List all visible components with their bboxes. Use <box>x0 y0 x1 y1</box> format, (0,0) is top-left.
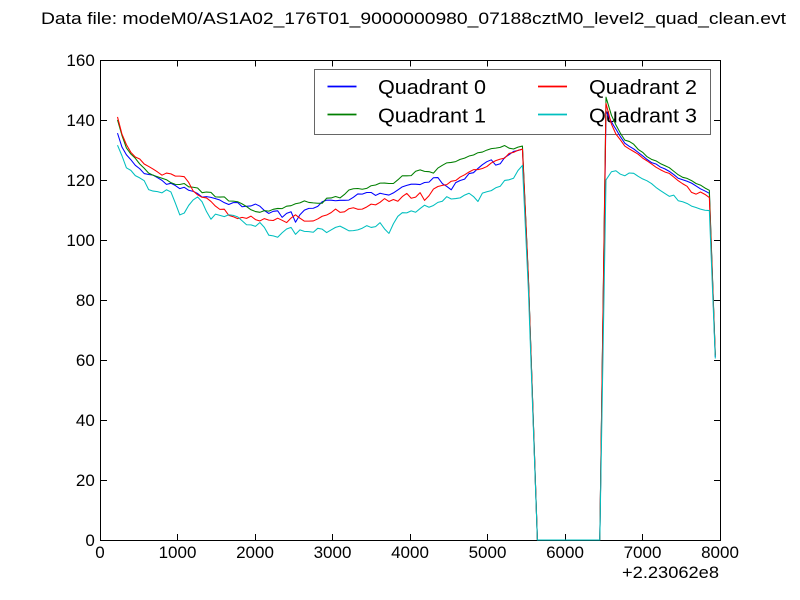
svg-text:Quadrant 1: Quadrant 1 <box>378 105 486 127</box>
svg-text:160: 160 <box>66 51 94 70</box>
svg-text:Quadrant 2: Quadrant 2 <box>589 77 697 99</box>
svg-text:6000: 6000 <box>546 543 584 562</box>
svg-text:Quadrant 3: Quadrant 3 <box>589 105 697 127</box>
svg-text:3000: 3000 <box>314 543 352 562</box>
svg-text:40: 40 <box>76 411 95 430</box>
svg-text:4000: 4000 <box>391 543 429 562</box>
svg-text:2000: 2000 <box>236 543 274 562</box>
svg-text:100: 100 <box>66 231 94 250</box>
svg-text:80: 80 <box>76 291 95 310</box>
svg-text:1000: 1000 <box>159 543 197 562</box>
svg-text:120: 120 <box>66 171 94 190</box>
svg-text:20: 20 <box>76 471 95 490</box>
svg-text:5000: 5000 <box>469 543 507 562</box>
svg-text:0: 0 <box>85 531 94 550</box>
svg-text:+2.23062e8: +2.23062e8 <box>622 563 719 582</box>
svg-text:Quadrant 0: Quadrant 0 <box>378 77 486 99</box>
svg-text:0: 0 <box>95 543 104 562</box>
svg-text:8000: 8000 <box>701 543 739 562</box>
svg-text:Data file: modeM0/AS1A02_176T0: Data file: modeM0/AS1A02_176T01_90000009… <box>41 9 786 28</box>
svg-text:60: 60 <box>76 351 95 370</box>
svg-text:140: 140 <box>66 111 94 130</box>
svg-text:7000: 7000 <box>624 543 662 562</box>
